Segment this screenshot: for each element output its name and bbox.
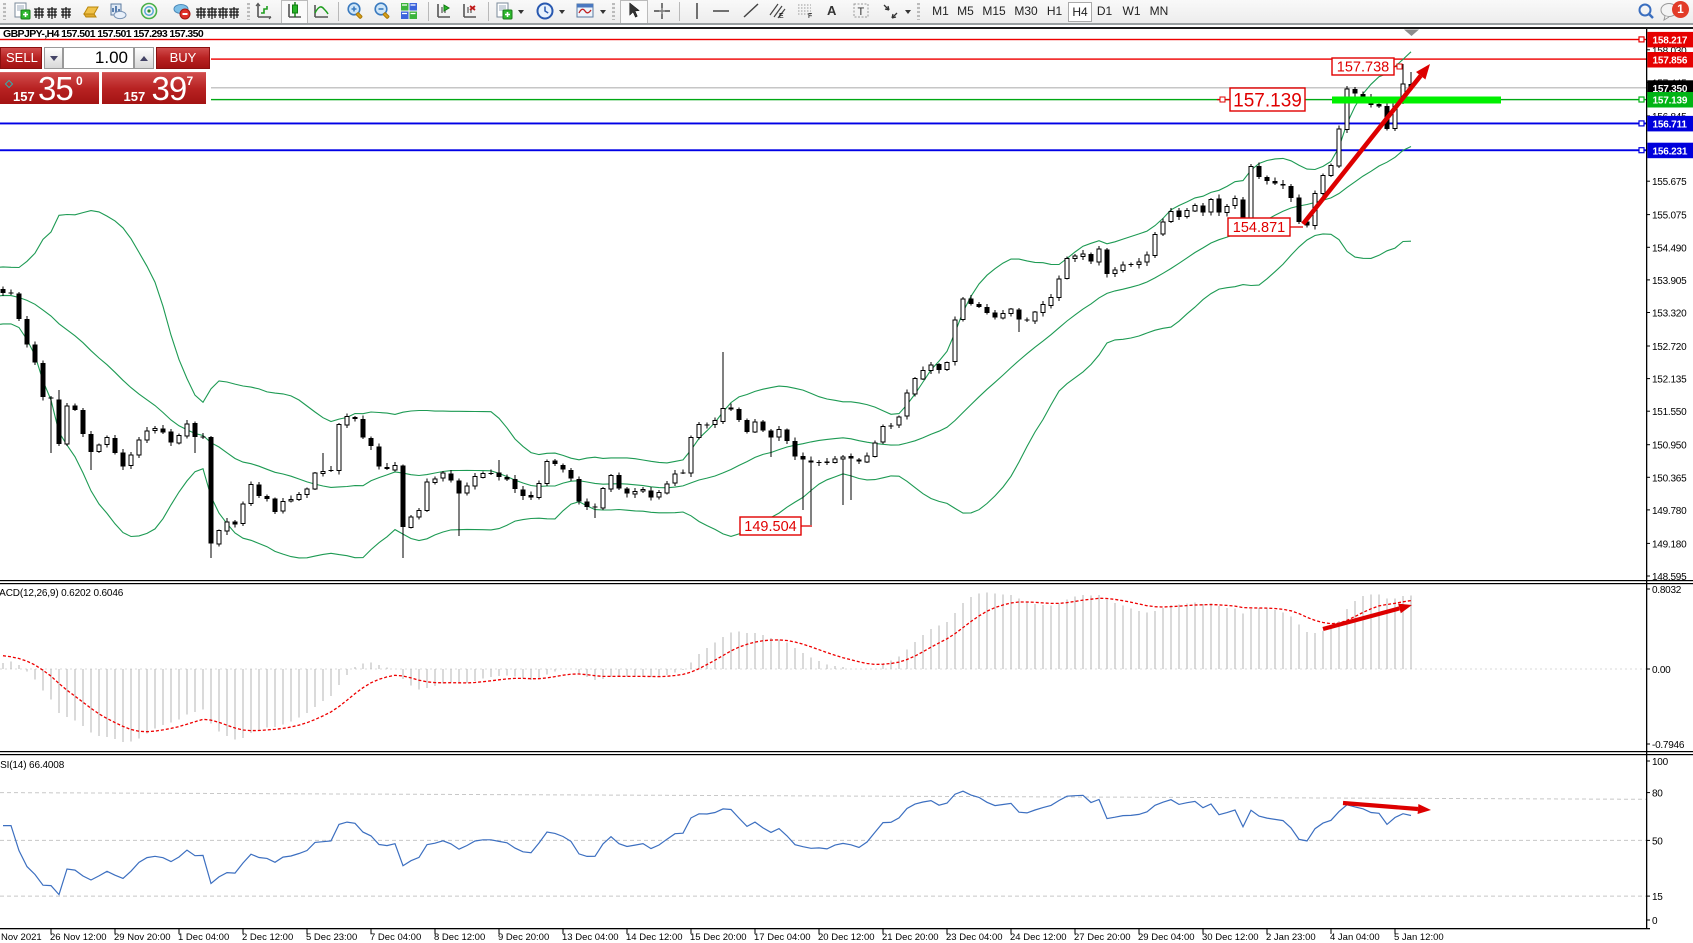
svg-text:MACD(12,26,9) 0.6202 0.6046: MACD(12,26,9) 0.6202 0.6046 [0,588,124,599]
svg-text:156.711: 156.711 [1653,120,1688,131]
svg-text:15 Dec 20:00: 15 Dec 20:00 [690,932,747,943]
svg-text:15: 15 [1652,892,1663,903]
svg-text:26 Nov 12:00: 26 Nov 12:00 [50,932,107,943]
svg-text:E: E [779,13,784,20]
svg-text:157.350: 157.350 [1653,84,1688,95]
svg-text:149.180: 149.180 [1652,539,1687,550]
svg-text:152.720: 152.720 [1652,342,1687,353]
svg-text:21 Dec 20:00: 21 Dec 20:00 [882,932,939,943]
svg-text:14 Dec 12:00: 14 Dec 12:00 [626,932,683,943]
svg-text:8 Dec 12:00: 8 Dec 12:00 [434,932,485,943]
svg-text:154.490: 154.490 [1652,243,1687,254]
svg-text:4 Jan 04:00: 4 Jan 04:00 [1330,932,1380,943]
svg-text:157.139: 157.139 [1653,96,1688,107]
svg-text:158.217: 158.217 [1653,36,1688,47]
svg-text:150.365: 150.365 [1652,473,1687,484]
svg-text:24 Dec 12:00: 24 Dec 12:00 [1010,932,1067,943]
svg-text:17 Dec 04:00: 17 Dec 04:00 [754,932,811,943]
svg-text:50: 50 [1652,836,1663,847]
svg-text:T: T [858,6,865,18]
svg-text:29 Nov 20:00: 29 Nov 20:00 [114,932,171,943]
svg-text:2 Dec 12:00: 2 Dec 12:00 [242,932,293,943]
svg-text:7 Dec 04:00: 7 Dec 04:00 [370,932,421,943]
svg-text:13 Dec 04:00: 13 Dec 04:00 [562,932,619,943]
svg-text:23 Dec 04:00: 23 Dec 04:00 [946,932,1003,943]
svg-text:5 Jan 12:00: 5 Jan 12:00 [1394,932,1444,943]
svg-text:0: 0 [1652,916,1658,927]
svg-text:157.856: 157.856 [1653,56,1688,67]
svg-text:152.135: 152.135 [1652,375,1687,386]
svg-text:156.231: 156.231 [1653,146,1688,157]
svg-text:157.139: 157.139 [1233,90,1302,111]
svg-text:153.320: 153.320 [1652,309,1687,320]
svg-text:149.780: 149.780 [1652,506,1687,517]
svg-text:5 Dec 23:00: 5 Dec 23:00 [306,932,357,943]
svg-text:29 Dec 04:00: 29 Dec 04:00 [1138,932,1195,943]
svg-text:0.00: 0.00 [1652,665,1671,676]
svg-text:151.550: 151.550 [1652,407,1687,418]
svg-text:100: 100 [1652,757,1669,768]
svg-text:Nov 2021: Nov 2021 [1,932,42,943]
svg-text:157.738: 157.738 [1337,60,1389,76]
svg-text:-0.7946: -0.7946 [1652,740,1685,751]
svg-text:9 Dec 20:00: 9 Dec 20:00 [498,932,549,943]
svg-text:155.075: 155.075 [1652,211,1687,222]
svg-text:155.675: 155.675 [1652,177,1687,188]
svg-text:150.950: 150.950 [1652,441,1687,452]
svg-text:154.871: 154.871 [1233,220,1285,236]
svg-text:1 Dec 04:00: 1 Dec 04:00 [178,932,229,943]
svg-text:F: F [808,13,812,20]
svg-text:27 Dec 20:00: 27 Dec 20:00 [1074,932,1131,943]
svg-text:RSI(14) 66.4008: RSI(14) 66.4008 [0,760,65,771]
svg-text:0.8032: 0.8032 [1652,585,1682,596]
svg-text:2 Jan 23:00: 2 Jan 23:00 [1266,932,1316,943]
svg-text:148.595: 148.595 [1652,572,1687,583]
svg-text:GBPJPY-,H4 157.501 157.501 15: GBPJPY-,H4 157.501 157.501 157.293 157.3… [3,28,204,40]
svg-text:30 Dec 12:00: 30 Dec 12:00 [1202,932,1259,943]
svg-text:80: 80 [1652,789,1663,800]
svg-text:20 Dec 12:00: 20 Dec 12:00 [818,932,875,943]
svg-text:149.504: 149.504 [744,519,796,535]
svg-text:158.030: 158.030 [1652,46,1687,57]
svg-text:153.905: 153.905 [1652,276,1687,287]
